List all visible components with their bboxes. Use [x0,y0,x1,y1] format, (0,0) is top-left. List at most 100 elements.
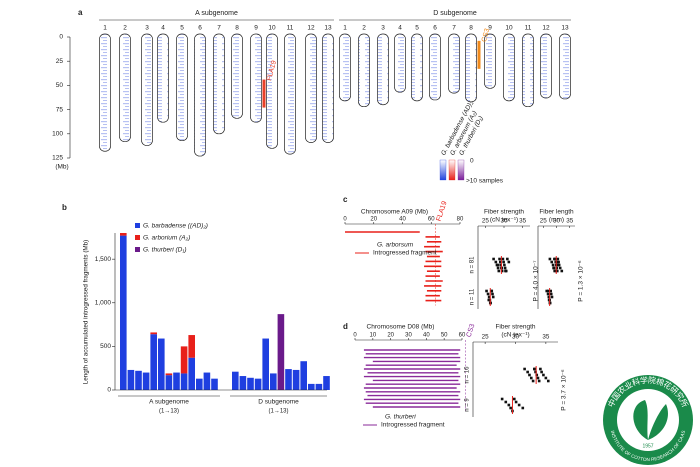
point [491,292,494,296]
point [503,266,507,270]
point [491,295,495,299]
chromosome-label: 2 [123,25,127,32]
point [556,257,560,261]
y-tick-label: 0 [59,34,63,41]
y-tick-label: 500 [100,343,111,350]
legend-name: G. thurberi [385,414,416,421]
chromosome-label: 5 [415,25,419,32]
point [503,263,506,267]
point [494,260,498,264]
point [557,260,560,264]
chromosome [339,33,351,102]
logo-year: 1957 [642,443,653,449]
chromosome-label: 4 [161,25,165,32]
group-n: n = 9 [465,398,471,412]
chromosome [176,33,188,141]
bar-segment [180,346,188,374]
x-tick-label: 20 [387,333,394,339]
chromosome [465,33,477,103]
chromosome-label: 3 [145,25,149,32]
chromosome-label: 2 [362,25,366,32]
point [529,376,533,380]
bar-segment [165,375,173,390]
bar-segment [254,378,262,390]
point [552,266,555,270]
legend-label: G. thurberi (D₁) [143,247,187,254]
point [507,260,511,264]
point [547,295,551,299]
point [554,260,558,264]
chromosome [284,33,296,155]
point [514,400,518,404]
group-n: n = 11 [470,288,476,305]
x-tick-label: 60 [428,217,435,223]
bar-segment [232,371,239,390]
legend-swatch [135,223,140,228]
chromosome-label: 10 [505,25,513,32]
point [492,257,495,261]
chromosome [157,33,169,123]
chromosome-label: 1 [343,25,347,32]
point [485,289,488,293]
point [560,269,564,273]
bar-segment [277,314,285,390]
chromosome-label: 5 [180,25,184,32]
chromosome [484,33,496,89]
chromosome [377,33,389,106]
y-tick-label: 25 [56,58,64,65]
group-n: n = 81 [470,256,476,274]
bar-segment [120,235,127,390]
chromosome-label: 4 [398,25,402,32]
chromosome [394,33,406,93]
y-axis-label: Length of accumulated introgressed fragm… [83,240,90,385]
legend-colorbar [457,159,465,181]
point [501,257,505,261]
gene-label: CS3 [481,28,491,43]
chromosome-label: 9 [488,25,492,32]
chromosome-label: 11 [525,25,532,32]
y-tick-label: 1,000 [95,299,112,306]
chromosome [540,33,552,99]
chromosome-label: 12 [307,25,315,32]
x-tick-label: 30 [405,333,412,339]
point [550,295,554,299]
point [533,367,537,371]
point [549,289,552,293]
group-range: (1→13) [159,409,179,415]
legend-text: Introgressed fragment [373,250,437,257]
y-tick-label: 75 [56,106,64,113]
p-value: P = 3.7 × 10⁻⁶ [561,369,568,411]
point [499,263,502,267]
point [496,266,500,270]
bar-segment [188,335,195,358]
bar-segment [142,372,150,390]
x-tick-label: 40 [423,333,430,339]
legend-swatch [135,235,140,240]
x-tick-label: 30 [553,218,561,225]
bar-segment [308,383,315,390]
point [536,376,540,380]
chromosome [411,33,423,102]
gene-marker [262,79,266,108]
chromosome-label: 13 [324,25,332,32]
point [523,367,526,371]
x-tick-label: 35 [542,334,550,341]
point [540,370,543,374]
group-range: (1→13) [268,409,288,415]
gene-label: CS3 [466,323,477,338]
bar-segment [300,361,307,390]
point [500,397,504,401]
bar-segment [150,334,157,390]
point [550,260,554,264]
chromosome-label: 6 [433,25,437,32]
point [498,260,502,264]
point [497,269,501,273]
group-n: n = 16 [465,366,471,384]
bar-segment [247,377,254,390]
point [504,400,508,404]
point [487,295,491,299]
point [553,257,556,261]
panel-label: d [343,322,348,331]
legend-scale-min: 0 [470,158,474,165]
